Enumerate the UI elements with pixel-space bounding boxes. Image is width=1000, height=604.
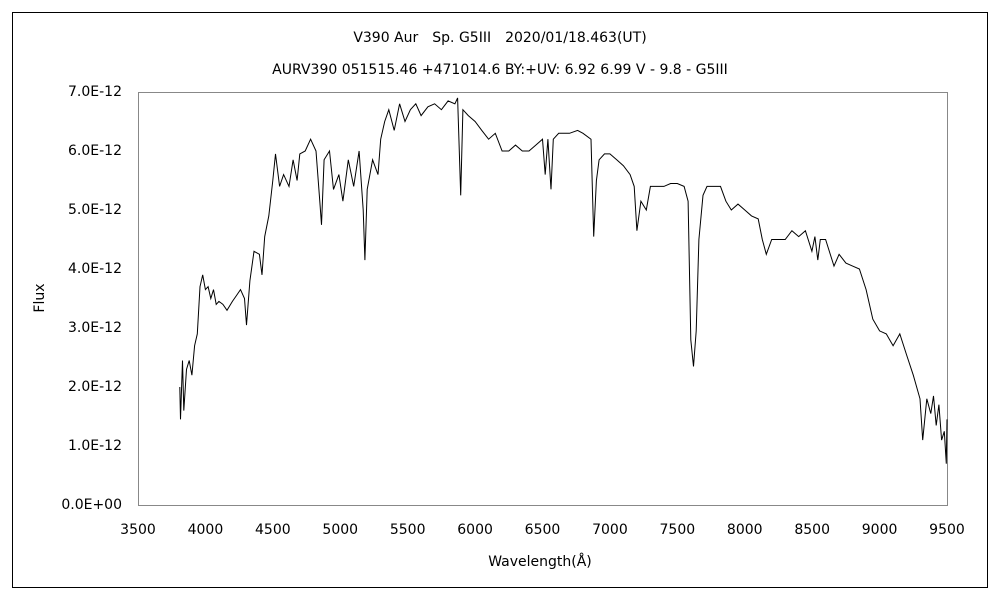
y-axis-label: Flux — [32, 283, 48, 312]
x-tick-label: 7500 — [660, 522, 696, 538]
y-tick-label: 4.0E-12 — [68, 261, 122, 277]
x-tick-label: 6000 — [457, 522, 493, 538]
y-tick-label: 1.0E-12 — [68, 438, 122, 454]
y-tick-label: 5.0E-12 — [68, 202, 122, 218]
x-axis-label: Wavelength(Å) — [488, 553, 592, 570]
y-tick-label: 3.0E-12 — [68, 320, 122, 336]
x-tick-label: 3500 — [120, 522, 156, 538]
chart-title: V390 Aur Sp. G5III 2020/01/18.463(UT) — [353, 30, 646, 46]
x-tick-label: 4000 — [188, 522, 224, 538]
y-tick-label: 2.0E-12 — [68, 379, 122, 395]
chart-subtitle: AURV390 051515.46 +471014.6 BY:+UV: 6.92… — [272, 62, 728, 78]
x-tick-label: 9500 — [929, 522, 965, 538]
y-tick-label: 6.0E-12 — [68, 143, 122, 159]
x-tick-label: 8500 — [794, 522, 830, 538]
y-tick-label: 7.0E-12 — [68, 84, 122, 100]
x-tick-label: 4500 — [255, 522, 291, 538]
plot-frame — [138, 92, 948, 506]
x-tick-label: 5500 — [390, 522, 426, 538]
x-tick-label: 7000 — [592, 522, 628, 538]
x-tick-label: 9000 — [862, 522, 898, 538]
x-tick-label: 6500 — [525, 522, 561, 538]
x-tick-label: 5000 — [322, 522, 358, 538]
y-tick-label: 0.0E+00 — [61, 497, 122, 513]
x-tick-label: 8000 — [727, 522, 763, 538]
spectrum-line — [179, 97, 948, 464]
outer-frame — [12, 12, 988, 588]
